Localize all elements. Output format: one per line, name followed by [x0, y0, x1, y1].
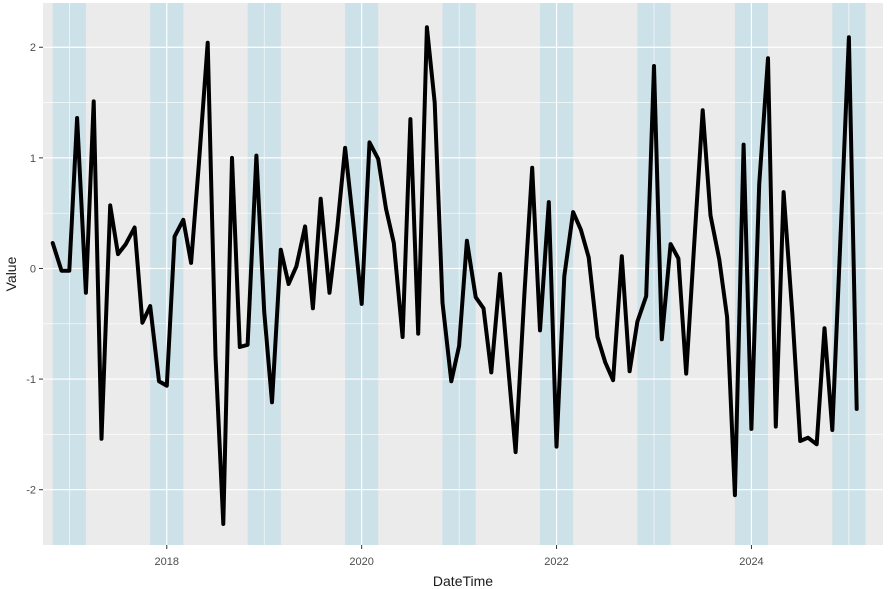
- y-tick-label: 1: [30, 153, 36, 165]
- x-axis-label: DateTime: [433, 573, 493, 589]
- y-axis-label: Value: [3, 256, 19, 291]
- y-tick-label: 0: [30, 263, 36, 275]
- axes: 2 1 0 -1 -2 2018 2020 2022 2024: [26, 42, 763, 568]
- grid-lines: [43, 3, 883, 545]
- x-tick-label: 2022: [544, 556, 568, 568]
- x-tick-label: 2020: [349, 556, 373, 568]
- x-tick-label: 2018: [155, 556, 179, 568]
- y-tick-label: 2: [30, 42, 36, 54]
- y-tick-label: -2: [26, 485, 36, 497]
- y-tick-label: -1: [26, 374, 36, 386]
- series-line: [50, 25, 859, 526]
- x-tick-label: 2024: [739, 556, 763, 568]
